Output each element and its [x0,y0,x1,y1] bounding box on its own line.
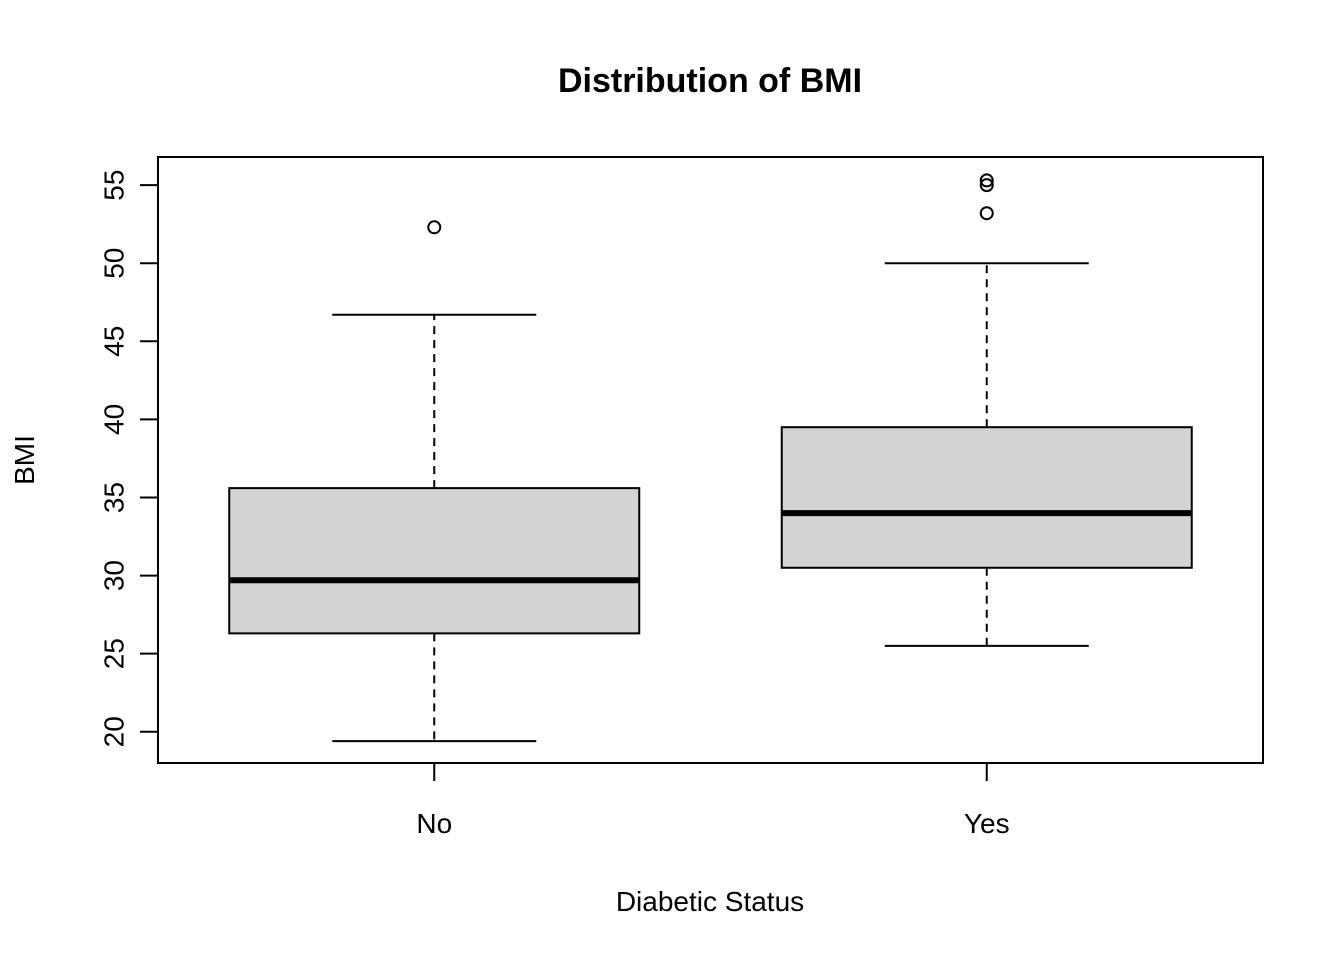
y-tick-label: 35 [98,482,129,513]
y-tick-label: 40 [98,404,129,435]
x-axis-label: Diabetic Status [616,886,804,917]
x-axis: No Yes [416,763,1010,839]
y-tick-label: 50 [98,248,129,279]
box-group-no [228,220,641,743]
y-tick-label: 20 [98,716,129,747]
box-group-yes [780,173,1193,647]
outlier-point-yes-1 [979,206,994,221]
y-tick-label: 55 [98,170,129,201]
y-tick-label: 30 [98,560,129,591]
box-series [228,173,1193,743]
x-tick-label-no: No [416,808,452,839]
x-tick-label-yes: Yes [964,808,1010,839]
y-axis-label: BMI [9,435,40,485]
outlier-point-yes-2 [979,178,994,193]
y-tick-label: 45 [98,326,129,357]
chart-title: Distribution of BMI [558,62,862,100]
outlier-point-yes-3 [979,173,994,188]
iqr-box-no [228,487,641,635]
y-axis: 20 25 30 35 40 45 50 55 [98,170,159,747]
outlier-point-no-1 [427,220,442,235]
iqr-box-yes [780,426,1193,569]
y-tick-label: 25 [98,638,129,669]
